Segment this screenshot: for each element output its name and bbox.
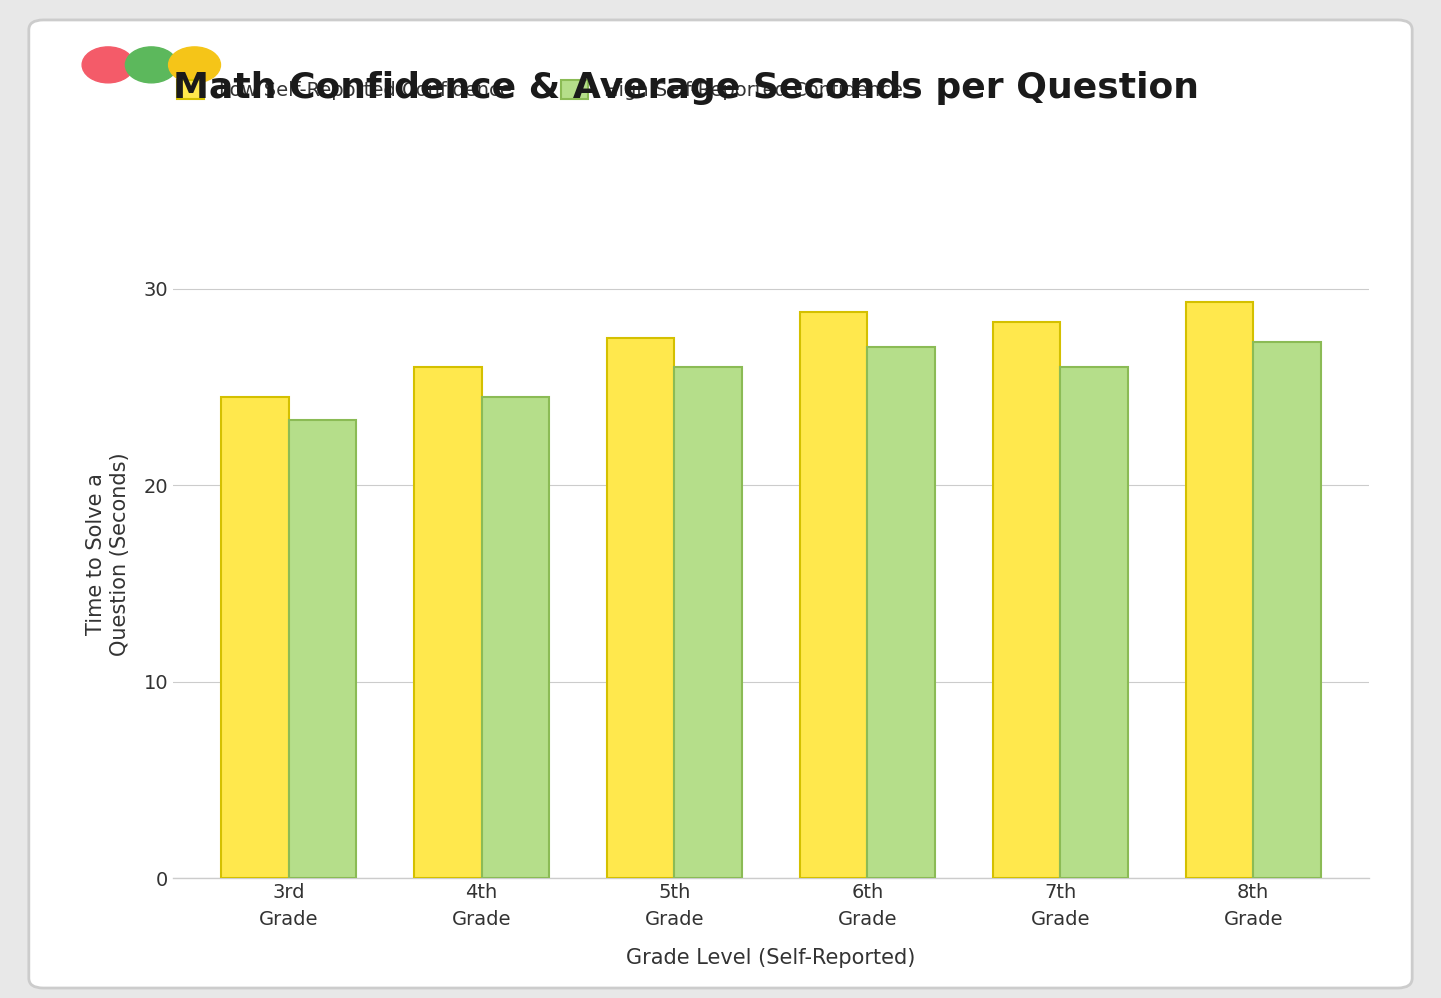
Bar xyxy=(414,367,481,878)
Y-axis label: Time to Solve a
Question (Seconds): Time to Solve a Question (Seconds) xyxy=(86,452,130,656)
Legend: Low Self-Reported Confidence, High Self-Reported Confidence: Low Self-Reported Confidence, High Self-… xyxy=(177,80,902,100)
FancyBboxPatch shape xyxy=(29,20,1412,988)
Bar xyxy=(867,347,935,878)
Bar xyxy=(1254,341,1321,878)
Circle shape xyxy=(125,47,177,83)
Circle shape xyxy=(82,47,134,83)
Bar xyxy=(993,322,1061,878)
Bar xyxy=(220,396,288,878)
Text: Math Confidence & Average Seconds per Question: Math Confidence & Average Seconds per Qu… xyxy=(173,71,1199,105)
Bar xyxy=(607,337,674,878)
X-axis label: Grade Level (Self-Reported): Grade Level (Self-Reported) xyxy=(627,948,915,968)
Bar xyxy=(288,420,356,878)
Bar xyxy=(1186,302,1254,878)
Bar xyxy=(1061,367,1128,878)
Bar xyxy=(481,396,549,878)
Bar xyxy=(674,367,742,878)
Circle shape xyxy=(169,47,220,83)
Bar xyxy=(800,312,867,878)
